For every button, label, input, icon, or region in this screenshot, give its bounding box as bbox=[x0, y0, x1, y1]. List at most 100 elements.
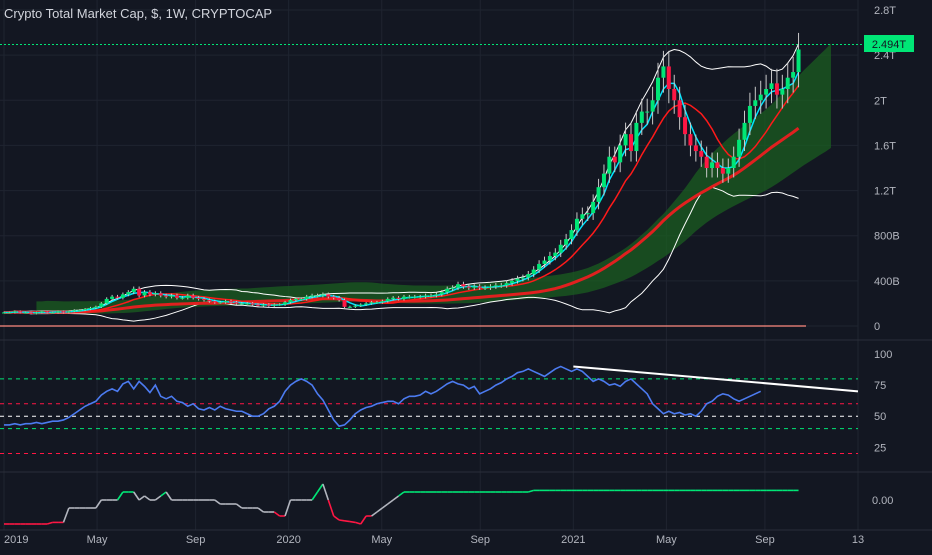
candle-body bbox=[493, 285, 498, 287]
candle-body bbox=[710, 162, 715, 168]
oscillator-segment bbox=[381, 503, 389, 509]
candle-body bbox=[731, 156, 736, 168]
rsi-series bbox=[0, 365, 859, 455]
candle-body bbox=[520, 277, 525, 279]
candle-body bbox=[423, 295, 428, 297]
candle-body bbox=[515, 278, 520, 281]
candle-body bbox=[445, 288, 450, 293]
candle-body bbox=[218, 302, 223, 304]
candle-body bbox=[164, 295, 169, 297]
candle-body bbox=[234, 302, 239, 304]
candle-body bbox=[526, 274, 531, 278]
candle-body bbox=[93, 306, 98, 308]
candle-body bbox=[50, 312, 55, 314]
osc-tick-label: 0.00 bbox=[872, 495, 893, 507]
candle-body bbox=[720, 168, 725, 174]
time-tick-label: 2020 bbox=[276, 534, 300, 546]
time-tick-label: May bbox=[656, 534, 677, 546]
oscillator-segment bbox=[95, 499, 102, 509]
candle-body bbox=[477, 286, 482, 288]
candle-body bbox=[704, 156, 709, 168]
candle-body bbox=[266, 304, 271, 306]
candle-body bbox=[250, 303, 255, 305]
candle-body bbox=[347, 306, 352, 308]
x-axis-ticks: 2019 May Sep 2020 May Sep 2021 May Sep 13 bbox=[4, 534, 864, 546]
candle-body bbox=[2, 312, 6, 314]
rsi-tick-label: 50 bbox=[874, 411, 886, 423]
candle-body bbox=[142, 292, 147, 296]
time-tick-label: May bbox=[87, 534, 108, 546]
rsi-line bbox=[4, 365, 762, 428]
price-series bbox=[2, 32, 801, 315]
candle-body bbox=[293, 298, 298, 301]
candle-body bbox=[99, 303, 104, 307]
candle-body bbox=[693, 145, 698, 152]
candle-body bbox=[396, 297, 401, 299]
candle-body bbox=[104, 298, 109, 304]
candle-body bbox=[456, 284, 461, 288]
candle-body bbox=[623, 134, 628, 146]
candle-body bbox=[542, 260, 547, 264]
candle-body bbox=[320, 294, 325, 296]
candle-body bbox=[353, 305, 358, 307]
candle-body bbox=[661, 66, 666, 78]
candle-body bbox=[245, 303, 250, 305]
candle-body bbox=[7, 312, 12, 314]
candle-body bbox=[429, 295, 433, 297]
rsi-tick-label: 100 bbox=[874, 349, 892, 361]
candle-body bbox=[585, 213, 590, 215]
candle-body bbox=[645, 111, 650, 113]
candle-body bbox=[742, 122, 747, 140]
y-axis-ticks: 2.8T 2.4T 2T 1.6T 1.2T 800B 400B 0 100 75 50 25 0.00 bbox=[872, 5, 900, 507]
candle-body bbox=[672, 89, 677, 101]
candle-body bbox=[656, 77, 661, 101]
candle-body bbox=[56, 311, 61, 313]
candle-body bbox=[677, 100, 682, 118]
candle-body bbox=[715, 162, 720, 168]
oscillator-segment bbox=[116, 491, 124, 501]
time-tick-label: 13 bbox=[852, 534, 864, 546]
candle-body bbox=[434, 294, 439, 296]
candle-body bbox=[369, 302, 374, 304]
oscillator-segment bbox=[257, 507, 264, 513]
candle-body bbox=[601, 173, 606, 188]
oscillator-segment bbox=[47, 521, 53, 525]
candle-body bbox=[483, 287, 488, 289]
oscillator-segment bbox=[165, 491, 173, 501]
time-tick-label: Sep bbox=[755, 534, 775, 546]
candle-body bbox=[304, 296, 309, 299]
chart-title: Crypto Total Market Cap, $, 1W, CRYPTOCA… bbox=[4, 6, 273, 21]
candle-body bbox=[239, 303, 244, 305]
candle-body bbox=[553, 252, 558, 257]
candle-body bbox=[688, 134, 693, 146]
candle-body bbox=[180, 297, 185, 299]
candle-body bbox=[537, 263, 542, 270]
oscillator-segment bbox=[214, 499, 221, 505]
oscillator-series bbox=[4, 483, 799, 525]
oscillator-segment bbox=[154, 495, 162, 501]
candle-body bbox=[380, 301, 385, 303]
oscillator-segment bbox=[62, 507, 70, 523]
candle-body bbox=[466, 286, 471, 288]
ema-fast-line bbox=[4, 71, 800, 314]
candle-body bbox=[77, 310, 82, 312]
candle-body bbox=[510, 280, 515, 284]
candle-body bbox=[29, 312, 34, 314]
oscillator-segment bbox=[349, 520, 356, 524]
oscillator-segment bbox=[376, 507, 383, 513]
candle-body bbox=[299, 298, 304, 300]
candle-body bbox=[374, 302, 379, 304]
candle-body bbox=[504, 283, 509, 286]
candle-body bbox=[791, 72, 796, 78]
oscillator-segment bbox=[160, 491, 167, 497]
candle-body bbox=[547, 256, 552, 261]
oscillator-segment bbox=[392, 495, 400, 501]
oscillator-segment bbox=[138, 495, 146, 501]
time-tick-label: 2019 bbox=[4, 534, 28, 546]
candle-body bbox=[699, 151, 704, 157]
candle-body bbox=[753, 100, 758, 106]
candle-body bbox=[283, 302, 288, 305]
candle-body bbox=[558, 244, 563, 253]
candle-body bbox=[683, 117, 688, 135]
